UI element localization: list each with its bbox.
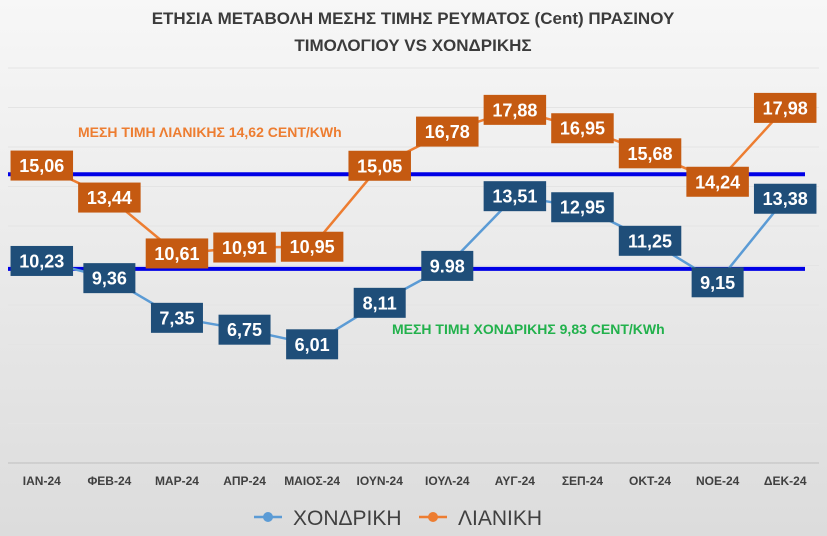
data-label-box xyxy=(753,92,817,123)
data-label: 10,23 xyxy=(10,245,74,276)
data-label: 10,95 xyxy=(280,231,344,262)
data-label-box xyxy=(483,181,547,212)
data-label: 8,11 xyxy=(353,287,406,318)
data-label-box xyxy=(213,232,276,263)
data-label-box xyxy=(753,183,817,214)
data-label: 13,51 xyxy=(483,181,547,212)
data-label: 12,95 xyxy=(551,192,614,223)
data-label: 15,68 xyxy=(618,138,682,169)
data-label-text: 13,38 xyxy=(763,189,808,209)
data-label: 9,36 xyxy=(83,263,136,294)
x-tick-label: ΑΥΓ-24 xyxy=(495,474,535,488)
data-label-text: 7,35 xyxy=(159,308,194,328)
data-label-text: 10,91 xyxy=(222,238,267,258)
chart-title-line-1: ΕΤΗΣΙΑ ΜΕΤΑΒΟΛΗ ΜΕΣΗΣ ΤΙΜΗΣ ΡΕΥΜΑΤΟΣ (Ce… xyxy=(152,9,675,28)
x-tick-label: ΟΚΤ-24 xyxy=(629,474,671,488)
x-tick-label: ΣΕΠ-24 xyxy=(562,474,604,488)
data-label-text: 15,68 xyxy=(628,144,673,164)
x-axis-ticks: ΙΑΝ-24 ΦΕΒ-24 ΜΑΡ-24 ΑΠΡ-24 ΜΑΙΟΣ-24 ΙΟΥΝ-24 Ι… xyxy=(23,474,807,488)
data-label-text: 16,95 xyxy=(560,119,605,139)
data-labels: ΜΕΣΗ ΤΙΜΗ ΛΙΑΝΙΚΗΣ 14,62 CENT/KWh ΜΕΣΗ ΤΙ… xyxy=(10,92,817,360)
data-label-box xyxy=(10,150,74,181)
data-label-box xyxy=(686,166,749,197)
x-tick-label: ΜΑΡ-24 xyxy=(155,474,199,488)
data-label: 13,38 xyxy=(753,183,817,214)
data-label-box xyxy=(348,150,411,181)
data-label-box xyxy=(78,182,141,213)
chart-title-line-2: ΤΙΜΟΛΟΓΙΟΥ VS ΧΟΝΔΡΙΚΗΣ xyxy=(294,36,531,55)
data-label-box xyxy=(286,329,339,360)
legend-item: ΧΟΝΔΡΙΚΗ xyxy=(254,507,402,530)
data-label-text: 6,01 xyxy=(295,335,330,355)
data-label: 9.98 xyxy=(421,250,474,281)
data-label: 10,61 xyxy=(145,238,209,269)
data-label-box xyxy=(416,116,479,147)
data-label: 15,05 xyxy=(348,150,411,181)
data-label: 17,88 xyxy=(483,94,547,125)
data-label-text: 17,98 xyxy=(763,98,808,118)
x-tick-label: ΙΟΥΝ-24 xyxy=(357,474,404,488)
reference-line-label: ΜΕΣΗ ΤΙΜΗ ΧΟΝΔΡΙΚΗΣ 9,83 CENT/KWh xyxy=(392,321,665,337)
data-label-box xyxy=(618,138,682,169)
data-label-text: 6,75 xyxy=(227,320,262,340)
legend-marker-icon xyxy=(263,512,273,522)
data-label-text: 9,36 xyxy=(92,269,127,289)
x-tick-label: ΑΠΡ-24 xyxy=(223,474,266,488)
data-label-box xyxy=(421,250,474,281)
legend: ΧΟΝΔΡΙΚΗ ΛΙΑΝΙΚΗ xyxy=(254,507,542,530)
data-label-box xyxy=(618,225,682,256)
x-tick-label: ΙΑΝ-24 xyxy=(23,474,61,488)
x-tick-label: ΙΟΥΛ-24 xyxy=(425,474,470,488)
data-label-box xyxy=(10,245,74,276)
data-label-box xyxy=(218,314,271,345)
legend-label: ΛΙΑΝΙΚΗ xyxy=(458,507,542,530)
x-tick-label: ΝΟΕ-24 xyxy=(696,474,740,488)
data-label-text: 15,05 xyxy=(357,156,402,176)
data-label: 6,01 xyxy=(286,329,339,360)
data-label: 9,15 xyxy=(691,267,744,298)
legend-marker-icon xyxy=(428,512,438,522)
data-label-text: 12,95 xyxy=(560,198,605,218)
data-label-text: 10,95 xyxy=(290,237,335,257)
data-label: 7,35 xyxy=(150,302,203,333)
data-label-text: 11,25 xyxy=(628,231,672,251)
data-label-text: 10,61 xyxy=(154,244,199,264)
data-label-text: 13,51 xyxy=(492,187,537,207)
data-label: 10,91 xyxy=(213,232,276,263)
x-tick-label: ΜΑΙΟΣ-24 xyxy=(284,474,340,488)
data-label: 17,98 xyxy=(753,92,817,123)
data-label-text: 8,11 xyxy=(363,293,397,313)
data-label-text: 15,06 xyxy=(19,156,64,176)
data-label-box xyxy=(353,287,406,318)
data-label-box xyxy=(150,302,203,333)
data-label: 16,78 xyxy=(416,116,479,147)
data-label: 13,44 xyxy=(78,182,141,213)
data-label-text: 9,15 xyxy=(700,273,735,293)
data-label: 14,24 xyxy=(686,166,749,197)
legend-label: ΧΟΝΔΡΙΚΗ xyxy=(293,507,402,530)
data-label-text: 14,24 xyxy=(695,172,740,192)
data-label-box xyxy=(691,267,744,298)
x-tick-label: ΦΕΒ-24 xyxy=(87,474,131,488)
data-label-box xyxy=(280,231,344,262)
data-label-text: 16,78 xyxy=(425,122,470,142)
legend-item: ΛΙΑΝΙΚΗ xyxy=(419,507,542,530)
data-label: 16,95 xyxy=(551,113,614,144)
data-label-box xyxy=(483,94,547,125)
x-tick-label: ΔΕΚ-24 xyxy=(764,474,807,488)
data-label-text: 10,23 xyxy=(19,251,64,271)
data-label-box xyxy=(551,113,614,144)
data-label-box xyxy=(145,238,209,269)
data-label: 6,75 xyxy=(218,314,271,345)
reference-line-label: ΜΕΣΗ ΤΙΜΗ ΛΙΑΝΙΚΗΣ 14,62 CENT/KWh xyxy=(78,124,342,140)
data-label-box xyxy=(83,263,136,294)
data-label-text: 13,44 xyxy=(87,188,132,208)
data-label-text: 9.98 xyxy=(430,256,465,276)
data-label-text: 17,88 xyxy=(492,100,537,120)
data-label: 15,06 xyxy=(10,150,74,181)
data-label: 11,25 xyxy=(618,225,682,256)
data-label-box xyxy=(551,192,614,223)
